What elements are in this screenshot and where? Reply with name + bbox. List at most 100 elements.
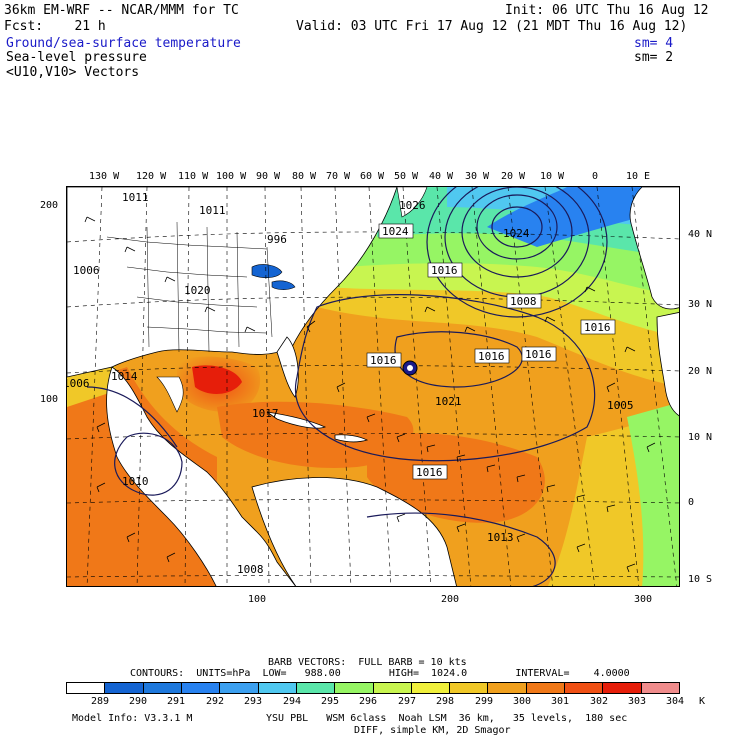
forecast-hour: Fcst: 21 h [4,19,106,34]
great-lakes [251,264,283,278]
colorbar-label: 296 [358,696,378,707]
isobar-label: 1024 [503,227,530,240]
isobar-label: 1006 [73,264,100,277]
colorbar-cell [258,683,297,693]
init-time: Init: 06 UTC Thu 16 Aug 12 [505,3,709,18]
isobar-box [366,352,402,368]
isobar-label: 1016 [370,354,397,367]
colorbar-label: 291 [166,696,186,707]
isobar-label: 1021 [435,395,462,408]
valid-time: Valid: 03 UTC Fri 17 Aug 12 (21 MDT Thu … [296,19,688,34]
isobar-labels: 1011 1011 1026 1024 996 1006 1020 1016 1… [67,191,634,576]
colorbar-cell [181,683,221,693]
colorbar-label: 289 [90,696,110,707]
isobar-label: 1008 [237,563,264,576]
colorbar-label: 294 [282,696,302,707]
isobar-label: 1020 [184,284,211,297]
isobar-label: 996 [267,233,287,246]
lon-label: 100 W [216,171,247,182]
state-borders [106,221,273,353]
land-north-america [67,187,398,378]
colorbar-label: 290 [128,696,148,707]
ocean-band-290 [487,187,679,247]
colorbar-label: 298 [435,696,455,707]
grid-y-label: 200 [40,200,59,211]
isobar-label: 1014 [111,370,138,383]
lon-label: 40 W [429,171,454,182]
isobar-box [521,346,557,362]
isobar-label: 1010 [122,475,149,488]
colorbar-cell [67,683,106,693]
isobar-box [412,464,448,480]
lon-label: 0 [592,171,599,182]
lon-label: 80 W [292,171,317,182]
colorbar-cell [488,683,527,693]
colorbar-label: 297 [397,696,417,707]
model-title: 36km EM-WRF -- NCAR/MMM for TC [4,3,239,18]
colorbar-cell [296,683,336,693]
grid-x-label: 200 [441,594,460,605]
colorbar-unit: K [698,696,706,707]
land-hispaniola [334,434,369,443]
isobar-label: 1016 [478,350,505,363]
lat-label: 30 N [688,299,713,310]
land-europe [629,187,679,310]
field-title-sst: Ground/sea-surface temperature [6,36,241,51]
isobar-label: 1024 [382,225,409,238]
isobar-label: 1016 [431,264,458,277]
lon-label: 60 W [360,171,385,182]
colorbar-label: 301 [550,696,570,707]
isobar-box [378,223,414,239]
lon-label: 10 W [540,171,565,182]
land-south-america [251,477,457,586]
map-panel: 1011 1011 1026 1024 996 1006 1020 1016 1… [66,186,680,587]
isobar-label: 1017 [252,407,279,420]
colorbar-label: 299 [474,696,494,707]
isobar-label: 1011 [199,204,226,217]
colorbar-label: 302 [589,696,609,707]
isobar-label: 1026 [399,199,426,212]
isobar-label: 1008 [510,295,537,308]
isobar-box [580,319,616,335]
land-central-america [106,366,296,586]
isobar-label: 1006 [67,377,90,390]
model-info: Model Info: V3.3.1 M [72,713,193,724]
colorbar-cell [143,683,182,693]
isobar-box [427,262,463,278]
colorbar-cell [411,683,451,693]
diffusion-info: DIFF, simple KM, 2D Smagor [354,725,511,736]
lon-label: 20 W [501,171,526,182]
isobar-label: 1013 [487,531,514,544]
colorbar-cell [603,683,642,693]
isobars [86,187,608,586]
lat-label: 0 [688,497,695,508]
ocean-caribbean [217,401,414,468]
isobar-label: 1016 [584,321,611,334]
great-lakes [271,280,296,290]
wind-barbs [84,216,656,573]
colorbar-cell [565,683,604,693]
lat-label: 10 S [688,574,713,585]
field-smoothing-sst: sm= 4 [634,36,674,51]
colorbar-label: 303 [627,696,647,707]
colorbar-cell [526,683,566,693]
lon-label: 30 W [465,171,490,182]
colorbar-cell [373,683,412,693]
field-smoothing-slp: sm= 2 [634,50,674,65]
isobar-label: 1016 [416,466,443,479]
colorbar-label: 295 [320,696,340,707]
lat-label: 10 N [688,432,713,443]
lon-label: 90 W [256,171,281,182]
isobar-box [474,348,510,364]
lat-label: 20 N [688,366,713,377]
tropical-cyclone-icon [402,360,418,376]
grid-y-label: 100 [40,394,59,405]
map-svg: 1011 1011 1026 1024 996 1006 1020 1016 1… [67,187,679,586]
isobar-label: 1005 [607,399,634,412]
grid-x-label: 300 [634,594,653,605]
lon-label: 50 W [394,171,419,182]
colorbar-label: 292 [205,696,225,707]
lon-label: 130 W [89,171,120,182]
sst-colorbar [66,682,680,694]
lon-label: 110 W [178,171,209,182]
